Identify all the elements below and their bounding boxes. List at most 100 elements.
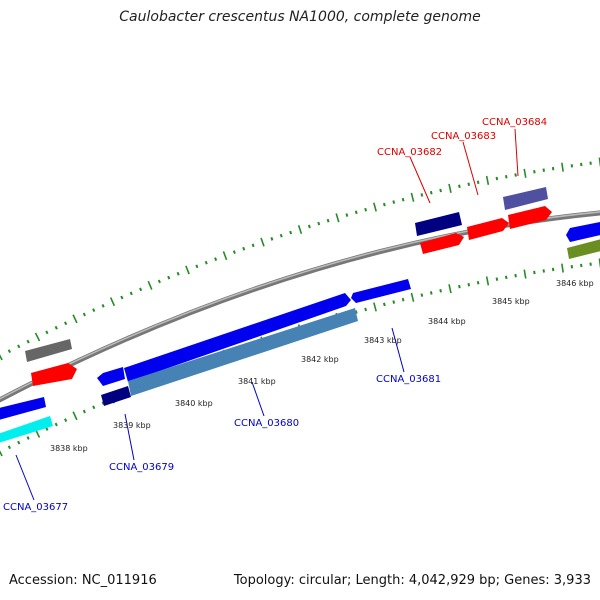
- minor-tick: [514, 173, 517, 177]
- major-tick: [72, 314, 78, 324]
- minor-tick: [392, 200, 396, 204]
- minor-tick: [439, 188, 442, 193]
- minor-tick: [401, 297, 405, 302]
- reverse-strand-features: [97, 308, 358, 406]
- gene-label[interactable]: CCNA_03683: [431, 131, 496, 142]
- gene-feature[interactable]: [415, 212, 462, 236]
- minor-tick: [476, 180, 480, 185]
- major-tick: [297, 224, 303, 235]
- minor-tick: [17, 440, 21, 445]
- major-tick: [335, 213, 340, 223]
- minor-tick: [270, 237, 274, 241]
- major-tick: [109, 297, 116, 307]
- gene-feature[interactable]: [97, 367, 125, 386]
- gene-feature[interactable]: [420, 233, 464, 254]
- gene-feature[interactable]: [25, 339, 72, 362]
- minor-tick: [139, 287, 143, 292]
- scale-label: 3841 kbp: [238, 377, 276, 386]
- minor-tick: [458, 284, 461, 289]
- minor-tick: [317, 221, 321, 226]
- minor-tick: [467, 182, 471, 187]
- minor-tick: [204, 260, 208, 265]
- gene-feature[interactable]: [351, 279, 411, 303]
- gene-feature[interactable]: [467, 218, 509, 240]
- minor-tick: [364, 307, 368, 312]
- minor-tick: [45, 330, 49, 335]
- gene-label[interactable]: CCNA_03680: [234, 418, 299, 429]
- minor-tick: [476, 281, 480, 285]
- minor-tick: [364, 207, 368, 212]
- gene-feature[interactable]: [101, 386, 131, 406]
- minor-tick: [82, 409, 86, 414]
- gene-label[interactable]: CCNA_03681: [376, 374, 441, 385]
- gene-feature[interactable]: [0, 397, 46, 421]
- gene-feature[interactable]: [508, 206, 552, 229]
- minor-tick: [167, 275, 171, 280]
- gene-feature[interactable]: [567, 238, 600, 259]
- minor-tick: [92, 308, 96, 313]
- gene-label[interactable]: CCNA_03684: [482, 117, 547, 128]
- minor-tick: [157, 279, 161, 284]
- minor-tick: [495, 176, 499, 181]
- minor-tick: [504, 174, 508, 179]
- major-tick: [523, 168, 527, 178]
- minor-tick: [242, 246, 246, 251]
- minor-tick: [64, 321, 68, 326]
- minor-tick: [542, 269, 545, 273]
- minor-tick: [120, 295, 124, 300]
- minor-tick: [326, 218, 330, 223]
- major-tick: [561, 162, 564, 172]
- major-tick: [0, 450, 3, 457]
- minor-tick: [26, 339, 30, 344]
- major-tick: [0, 354, 3, 361]
- major-tick: [485, 276, 490, 286]
- minor-tick: [279, 233, 283, 238]
- minor-tick: [214, 257, 218, 261]
- major-tick: [410, 192, 415, 202]
- accession-text: Accession: NC_011916: [9, 573, 157, 588]
- major-tick: [448, 183, 452, 193]
- minor-tick: [514, 273, 517, 278]
- gene-feature[interactable]: [566, 221, 600, 242]
- gene-feature[interactable]: [0, 416, 53, 444]
- major-tick: [485, 175, 490, 185]
- major-tick: [260, 237, 265, 247]
- minor-tick: [17, 344, 21, 349]
- major-tick: [373, 202, 377, 212]
- gene-labels-reverse: CCNA_03677 CCNA_03679 CCNA_03680 CCNA_03…: [3, 374, 441, 513]
- minor-tick: [101, 303, 105, 308]
- gene-label[interactable]: CCNA_03679: [109, 462, 174, 473]
- minor-tick: [542, 168, 545, 172]
- minor-tick: [289, 230, 293, 235]
- major-tick: [34, 332, 41, 342]
- minor-tick: [64, 418, 68, 422]
- scale-label: 3839 kbp: [113, 421, 151, 430]
- minor-tick: [439, 288, 442, 293]
- gene-label[interactable]: CCNA_03682: [377, 147, 442, 158]
- minor-tick: [82, 312, 86, 317]
- gene-label[interactable]: CCNA_03677: [3, 502, 68, 513]
- topology-text: Topology: circular; Length: 4,042,929 bp…: [233, 573, 591, 588]
- scale-label: 3840 kbp: [175, 399, 213, 408]
- major-tick: [448, 284, 452, 294]
- minor-tick: [383, 302, 386, 307]
- gene-feature[interactable]: [128, 308, 358, 396]
- gene-feature[interactable]: [503, 187, 548, 210]
- gene-feature[interactable]: [31, 363, 77, 386]
- minor-tick: [533, 270, 536, 275]
- minor-tick: [533, 169, 536, 174]
- scale-label: 3844 kbp: [428, 317, 466, 326]
- minor-tick: [345, 213, 349, 217]
- genome-backbone-highlight: [0, 211, 600, 400]
- gene-feature[interactable]: [124, 293, 351, 382]
- minor-tick: [467, 282, 471, 287]
- major-tick: [561, 263, 564, 273]
- minor-tick: [429, 291, 433, 295]
- minor-tick: [429, 190, 433, 195]
- minor-tick: [420, 293, 424, 297]
- map-title: Caulobacter crescentus NA1000, complete …: [119, 9, 481, 25]
- minor-tick: [307, 224, 311, 229]
- minor-tick: [382, 202, 386, 207]
- minor-tick: [504, 275, 508, 280]
